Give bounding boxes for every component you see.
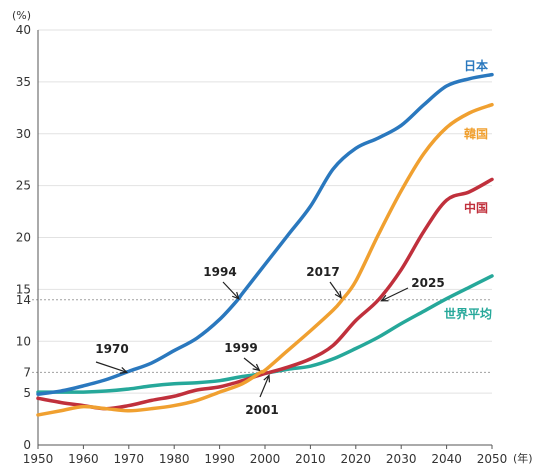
annotation-arrow-1970: [95, 361, 127, 373]
annotation-label-2001: 2001: [245, 403, 278, 417]
y-tick-label: 10: [16, 334, 31, 348]
annotation-arrowhead-1970: [119, 367, 129, 374]
x-tick-label: 1990: [204, 452, 235, 466]
annotation-label-1970: 1970: [95, 342, 128, 356]
x-tick-label: 2040: [431, 452, 462, 466]
series-label-world-average: 世界平均: [444, 306, 492, 321]
x-tick-label: 1950: [23, 452, 54, 466]
annotation-arrow-1994: [222, 281, 240, 300]
y-tick-label: 30: [16, 127, 31, 141]
annotation-label-1994: 1994: [203, 265, 236, 279]
annotation-arrow-2017: [329, 281, 342, 299]
x-tick-label: 2020: [341, 452, 372, 466]
x-unit-label: (年): [513, 451, 533, 465]
annotation-arrowhead-2017: [334, 290, 342, 299]
x-tick-label: 2010: [295, 452, 326, 466]
y-tick-label: 5: [23, 386, 31, 400]
series-line-china: [36, 177, 494, 411]
y-tick-label: 20: [16, 231, 31, 245]
y-tick-label: 35: [16, 75, 31, 89]
series-label-japan: 日本: [464, 58, 488, 73]
x-tick-label: 2030: [386, 452, 417, 466]
annotation-arrowhead-2025: [380, 294, 389, 302]
x-tick-label: 2050: [477, 452, 508, 466]
series-line-korea: [36, 102, 494, 417]
x-tick-label: 1970: [114, 452, 145, 466]
x-tick-label: 1960: [68, 452, 99, 466]
series-label-korea: 韓国: [464, 126, 488, 141]
y-tick-label: 15: [16, 282, 31, 296]
annotations: 1970 1994 1999 2001 2017 2025: [95, 265, 444, 417]
annotation-arrow-2025: [381, 287, 409, 302]
annotation-arrowhead-1994: [232, 291, 240, 300]
annotation-arrowhead-2001: [263, 374, 271, 383]
series-label-china: 中国: [464, 200, 488, 215]
x-tick-labels: 1950 1960 1970 1980 1990 2000 2010 2020 2030 2040…: [23, 445, 508, 466]
x-tick-label: 2000: [250, 452, 281, 466]
x-tick-label: 1980: [159, 452, 190, 466]
annotation-arrow-1999: [243, 357, 260, 371]
annotation-label-2017: 2017: [306, 265, 339, 279]
grid-layer: [38, 29, 492, 394]
reference-line-label: 7: [23, 365, 31, 379]
series-lines: [36, 72, 494, 417]
series-line-japan: [36, 72, 494, 396]
y-tick-label: 40: [16, 23, 31, 37]
y-unit-label: (%): [12, 9, 31, 22]
y-tick-labels: 0 5 10 15 20 25 30 35 40: [16, 23, 31, 452]
annotation-label-2025: 2025: [411, 276, 444, 290]
reference-line-label: 14: [16, 293, 31, 307]
annotation-arrow-2001: [259, 375, 270, 398]
annotation-arrowhead-1999: [252, 363, 261, 372]
annotation-label-1999: 1999: [224, 341, 257, 355]
y-tick-label: 25: [16, 179, 31, 193]
y-tick-label: 0: [23, 438, 31, 452]
